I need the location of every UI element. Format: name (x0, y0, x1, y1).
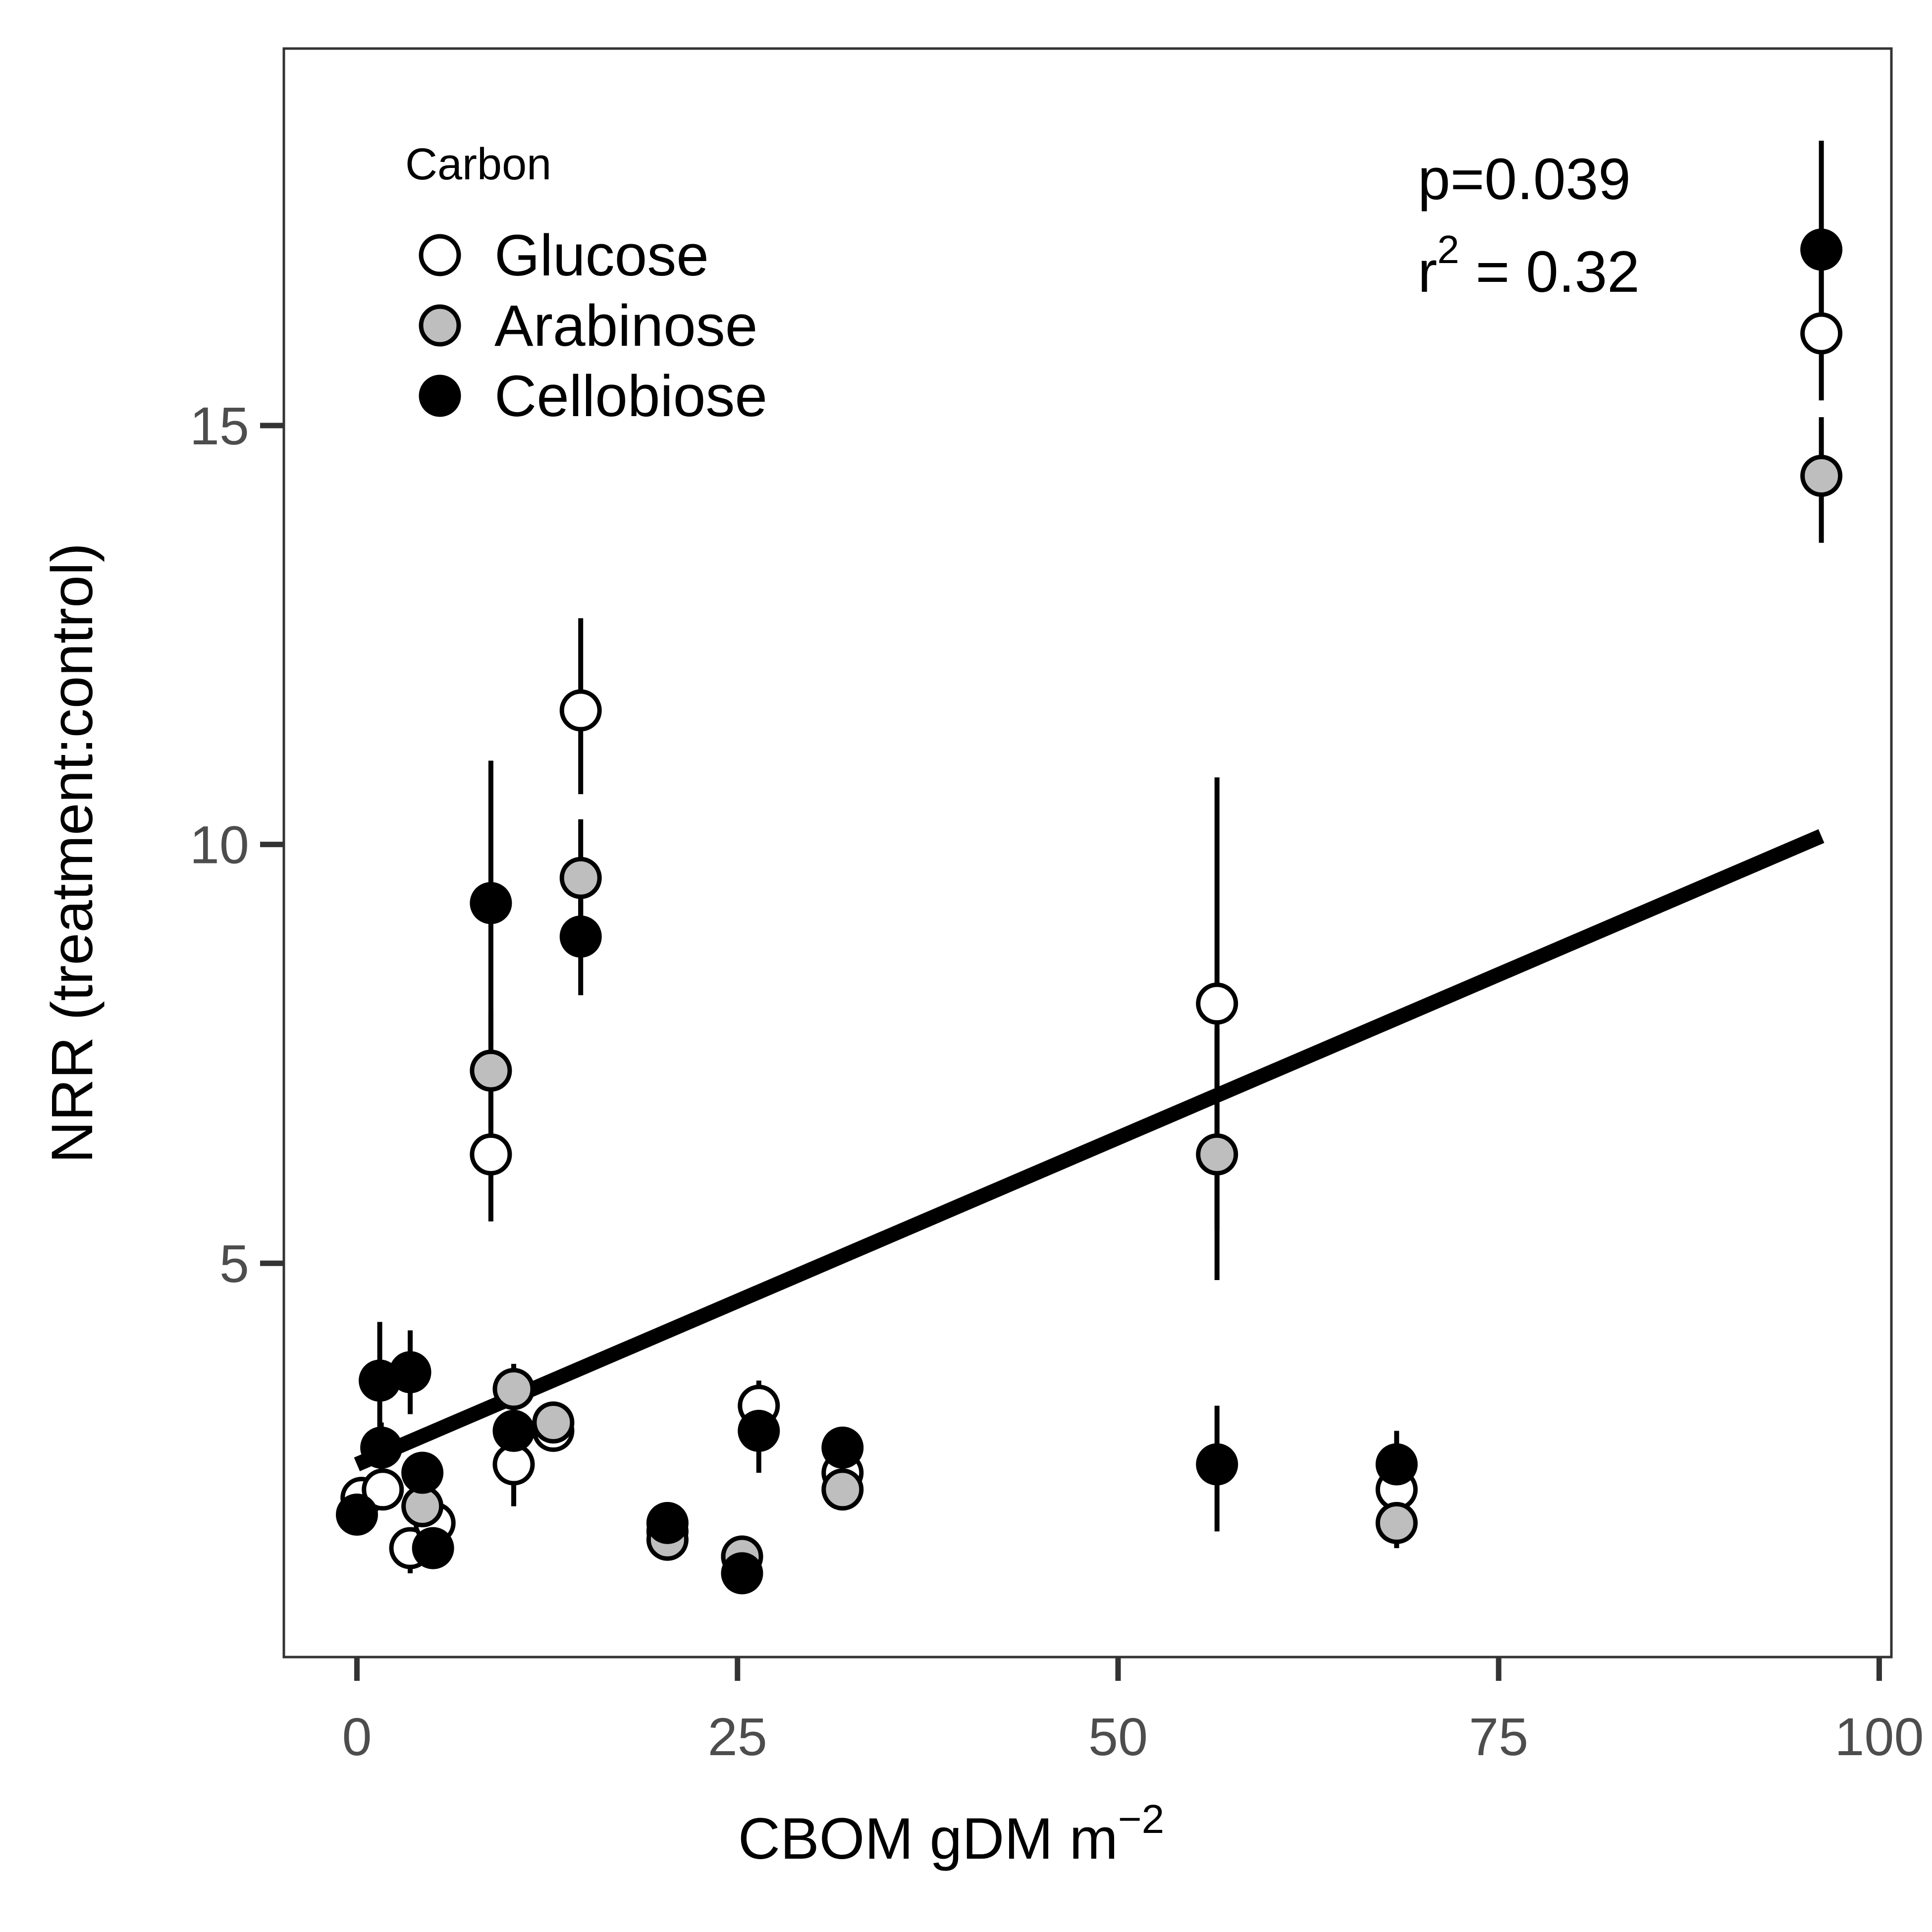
point-glucose (559, 689, 602, 732)
point-arabinose (1800, 454, 1843, 497)
x-axis-label-main: CBOM gDM m (738, 1806, 1118, 1872)
y-tick-label: 15 (190, 396, 249, 456)
x-axis-label: CBOM gDM m−2 (738, 1797, 1165, 1872)
legend-label-arabinose: Arabinose (494, 293, 757, 359)
p-value-text: p=0.039 (1418, 147, 1631, 212)
x-axis: 0 25 50 75 100 (284, 1656, 1924, 1767)
x-tick-label: 100 (1834, 1707, 1924, 1767)
legend-key-cellobiose (419, 375, 461, 417)
point-arabinose (1196, 1133, 1238, 1176)
legend-key-glucose (419, 234, 461, 276)
point-glucose (1196, 982, 1238, 1025)
point-cellobiose (470, 882, 512, 924)
x-axis-label-superscript: −2 (1118, 1797, 1165, 1842)
point-cellobiose (336, 1494, 378, 1536)
point-arabinose (470, 1049, 512, 1092)
point-cellobiose (1196, 1443, 1238, 1486)
regression-line-group (354, 829, 1825, 1471)
point-cellobiose (559, 915, 602, 958)
point-arabinose (492, 1368, 535, 1410)
point-cellobiose (401, 1451, 444, 1494)
point-cellobiose (492, 1409, 535, 1452)
r-squared-text: r2 = 0.32 (1418, 227, 1640, 305)
y-tick-label: 5 (219, 1234, 249, 1293)
regression-line (354, 829, 1825, 1471)
point-cellobiose (721, 1552, 763, 1595)
x-tick-label: 25 (708, 1707, 767, 1767)
legend-title: Carbon (405, 140, 551, 189)
point-cellobiose (1375, 1443, 1418, 1486)
r-squared-value: = 0.32 (1459, 239, 1640, 305)
point-cellobiose (646, 1502, 689, 1544)
point-cellobiose (738, 1409, 780, 1452)
point-cellobiose (1800, 228, 1843, 271)
legend-label-cellobiose: Cellobiose (494, 364, 767, 429)
y-axis: 5 10 15 (190, 396, 284, 1293)
legend-label-glucose: Glucose (494, 223, 709, 288)
point-arabinose (1375, 1502, 1418, 1544)
point-cellobiose (389, 1351, 431, 1394)
x-tick-label: 0 (342, 1707, 372, 1767)
x-tick-label: 50 (1088, 1707, 1148, 1767)
x-tick-label: 75 (1469, 1707, 1528, 1767)
point-cellobiose (360, 1426, 403, 1469)
point-arabinose (559, 857, 602, 899)
y-tick-label: 10 (190, 815, 249, 875)
point-glucose (362, 1468, 404, 1511)
r-squared-prefix: r (1418, 239, 1437, 305)
point-glucose (470, 1133, 512, 1176)
point-arabinose (821, 1468, 864, 1511)
point-glucose (1800, 312, 1843, 355)
data-points (336, 228, 1843, 1595)
point-cellobiose (821, 1426, 864, 1469)
legend-key-arabinose (419, 304, 461, 347)
point-arabinose (532, 1401, 575, 1444)
y-axis-label: NRR (treatment:control) (40, 543, 105, 1163)
point-cellobiose (412, 1527, 454, 1569)
r-squared-superscript: 2 (1437, 227, 1459, 271)
stats-annotation: p=0.039 r2 = 0.32 (1418, 147, 1640, 305)
plot-panel (282, 47, 1893, 1659)
